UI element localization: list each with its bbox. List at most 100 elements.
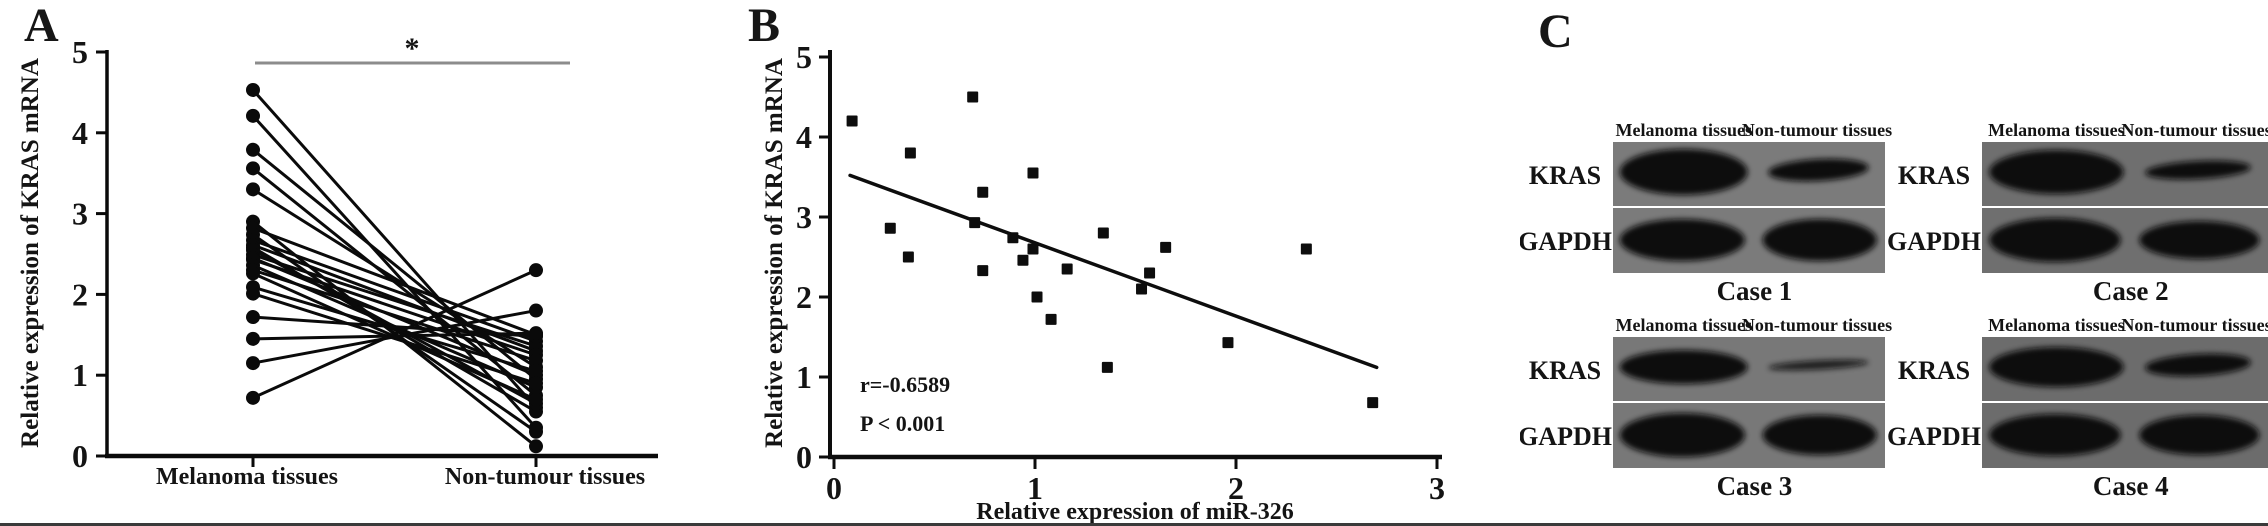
a-pair-line — [252, 226, 537, 337]
b-scatter-point — [1222, 337, 1234, 349]
a-pair-dot-nontumour — [529, 364, 543, 379]
b-scatter-point — [904, 147, 916, 159]
panel-a-title: A — [24, 0, 59, 52]
kras-band-melanoma — [1989, 347, 2124, 387]
blot-row-label-kras: KRAS — [1898, 356, 1970, 385]
blot-row-label-kras: KRAS — [1529, 356, 1601, 385]
blot-column-header-melanoma: Melanoma tissues — [1615, 120, 1752, 140]
kras-band-melanoma — [1989, 150, 2124, 194]
blot-row-label-gapdh: GAPDH — [1887, 227, 1981, 256]
a-y-tick-label: 0 — [72, 438, 88, 474]
blot-column-header-nontumour: Non-tumour tissues — [2121, 315, 2268, 335]
a-y-tick-label: 1 — [72, 357, 88, 393]
b-scatter-point — [902, 251, 914, 263]
a-significance-asterisk: * — [405, 32, 420, 65]
kras-band-melanoma — [1619, 149, 1748, 195]
blot-column-header-melanoma: Melanoma tissues — [1988, 315, 2124, 335]
a-y-tick-label: 3 — [72, 196, 88, 232]
gapdh-band-nontumour — [2139, 415, 2260, 455]
gapdh-band-nontumour — [1762, 219, 1877, 261]
b-correlation-annotation: r=-0.6589 — [860, 372, 950, 397]
a-pair-line — [252, 253, 537, 348]
a-y-tick-label: 2 — [72, 276, 88, 312]
a-pair-dot-melanoma — [246, 142, 260, 157]
a-pair-dot-melanoma — [246, 286, 260, 301]
a-pair-line — [252, 285, 537, 373]
b-y-tick-label: 3 — [796, 199, 812, 235]
panel-a-paired-plot: 0 1 2 3 4 5 Melanoma tissues Non-tumour tissues… — [17, 32, 658, 490]
kras-band-nontumour — [1768, 359, 1869, 371]
blot-row-label-gapdh: GAPDH — [1887, 422, 1981, 451]
a-pair-line — [252, 188, 537, 369]
a-pair-line — [252, 148, 537, 381]
a-pair-dot-melanoma — [246, 331, 260, 346]
a-pair-dot-nontumour — [529, 303, 543, 318]
a-pair-dot-melanoma — [246, 108, 260, 123]
panel-b-scatter-plot: 0 1 2 3 0 1 2 3 4 5 Relative expression of KRAS mR… — [761, 39, 1445, 525]
b-y-tick-label: 2 — [796, 279, 812, 315]
kras-band-nontumour — [1768, 158, 1869, 182]
b-y-tick-label: 0 — [796, 439, 812, 475]
a-pair-dot-melanoma — [246, 161, 260, 176]
a-y-axis-label: Relative expression of KRAS mRNA — [17, 58, 44, 448]
blot-row-label-kras: KRAS — [1529, 161, 1601, 190]
a-pair-line — [252, 292, 537, 385]
a-category-label-melanoma: Melanoma tissues — [156, 464, 338, 490]
kras-band-nontumour — [2145, 160, 2251, 180]
blot-column-header-nontumour: Non-tumour tissues — [2121, 120, 2268, 140]
b-scatter-point — [1144, 267, 1156, 279]
b-y-axis-label: Relative expression of KRAS mRNA — [761, 58, 788, 448]
b-y-tick-label: 1 — [796, 359, 812, 395]
kras-band-melanoma — [1619, 350, 1748, 384]
b-scatter-point — [1367, 397, 1379, 409]
a-pair-dot-nontumour — [529, 376, 543, 391]
a-category-label-nontumour: Non-tumour tissues — [445, 464, 645, 490]
b-scatter-point — [1031, 291, 1043, 303]
a-pair-line — [252, 268, 537, 363]
panel-b-title: B — [748, 0, 781, 52]
a-pair-line — [252, 268, 537, 400]
b-scatter-point — [1061, 263, 1073, 275]
a-pair-dot-melanoma — [246, 182, 260, 197]
b-scatter-point — [1160, 241, 1172, 253]
a-pair-dot-nontumour — [529, 263, 543, 278]
b-scatter-point — [1136, 283, 1148, 295]
a-pair-line — [252, 309, 537, 365]
b-pvalue-annotation: P < 0.001 — [860, 411, 945, 436]
b-scatter-point — [846, 115, 858, 127]
case-caption: Case 3 — [1717, 471, 1793, 501]
gapdh-band-nontumour — [1762, 415, 1877, 455]
b-trend-line — [848, 173, 1379, 370]
gapdh-band-melanoma — [1989, 414, 2121, 456]
a-pair-dot-melanoma — [246, 356, 260, 371]
gapdh-band-melanoma — [1989, 218, 2121, 262]
gapdh-band-nontumour — [2139, 221, 2260, 259]
b-scatter-point — [884, 222, 896, 234]
a-pair-dot-nontumour — [529, 424, 543, 439]
a-pair-line — [252, 238, 537, 343]
b-scatter-point — [967, 91, 979, 103]
case-caption: Case 4 — [2093, 471, 2169, 501]
b-x-tick-label: 2 — [1228, 470, 1244, 506]
b-scatter-point — [1097, 227, 1109, 239]
b-scatter-point — [1045, 313, 1057, 325]
a-pair-dot-nontumour — [529, 392, 543, 407]
blot-column-header-nontumour: Non-tumour tissues — [1742, 315, 1892, 335]
case-caption: Case 2 — [2093, 276, 2169, 306]
a-pair-dot-nontumour — [529, 439, 543, 454]
b-scatter-point — [1300, 243, 1312, 255]
a-y-tick-label: 5 — [72, 34, 88, 70]
a-y-tick-label: 4 — [72, 115, 88, 151]
a-pair-dot-nontumour — [529, 326, 543, 341]
b-scatter-point — [969, 217, 981, 229]
kras-band-nontumour — [2145, 353, 2251, 377]
gapdh-band-melanoma — [1619, 413, 1745, 457]
blot-row-label-gapdh: GAPDH — [1520, 422, 1612, 451]
gapdh-band-melanoma — [1619, 219, 1745, 261]
a-pair-line — [252, 258, 537, 357]
b-scatter-point — [977, 186, 989, 198]
b-scatter-point — [1027, 243, 1039, 255]
a-pair-dot-melanoma — [246, 390, 260, 405]
b-scatter-point — [1017, 254, 1029, 266]
